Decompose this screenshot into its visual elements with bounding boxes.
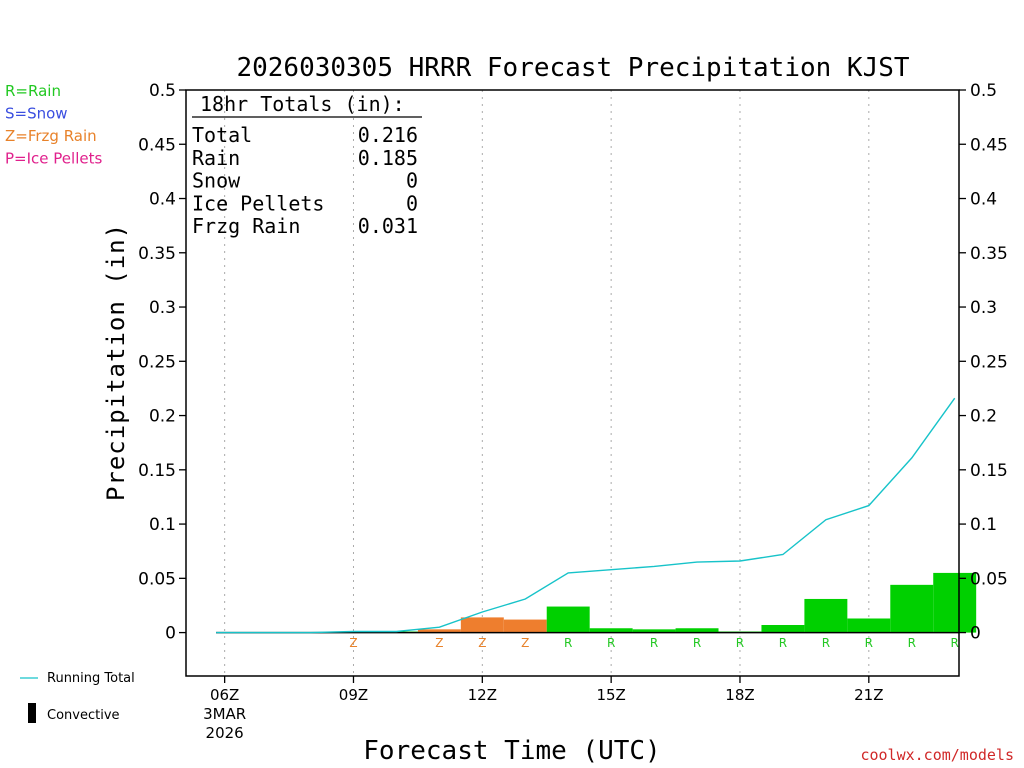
grid-lines: [224, 90, 870, 676]
x-tick-label: 06Z: [210, 686, 239, 704]
y-tick-label-right: 0.1: [970, 515, 997, 535]
x-tick-label: 21Z: [854, 686, 883, 704]
running-total-polyline: [216, 397, 956, 634]
y-tick-label-right: 0.05: [970, 569, 1008, 589]
y-tick-label-left: 0.2: [149, 407, 176, 427]
precip-bar: [503, 619, 547, 633]
precip-type-letter: R: [736, 636, 744, 650]
bottom-legend: Running Total Convective: [20, 671, 135, 723]
totals-row-label: Ice Pellets: [192, 191, 324, 215]
totals-row-value: 0.216: [358, 123, 418, 147]
y-tick-label-left: 0.1: [149, 515, 176, 535]
precip-bar: [761, 624, 805, 633]
precip-bar: [546, 606, 590, 633]
y-tick-label-left: 0.4: [149, 190, 176, 210]
y-axis-label: Precipitation (in): [102, 223, 130, 501]
y-tick-label-right: 0.45: [970, 135, 1008, 155]
hourly-bars: [374, 572, 977, 633]
precip-type-legend-item: R=Rain: [5, 82, 61, 100]
precip-type-letter: R: [693, 636, 701, 650]
x-tick-label: 15Z: [596, 686, 625, 704]
y-tick-label-right: 0.25: [970, 352, 1008, 372]
precip-type-letter: R: [564, 636, 572, 650]
y-tick-label-left: 0: [165, 624, 176, 644]
precip-type-letter: Z: [349, 636, 357, 650]
precip-bar: [417, 629, 461, 633]
y-tick-label-left: 0.35: [138, 244, 176, 264]
y-tick-label-right: 0.2: [970, 407, 997, 427]
precip-bar: [933, 572, 977, 633]
totals-heading: 18hr Totals (in):: [200, 92, 405, 116]
y-tick-label-right: 0: [970, 624, 981, 644]
y-axis-left: 0 0.05 0.1 0.15 0.2 0.25 0.3 0.35 0.4 0.45 0.5: [138, 81, 186, 644]
totals-row-value: 0.031: [358, 214, 418, 238]
precip-type-letter: R: [822, 636, 830, 650]
x-axis-label: Forecast Time (UTC): [363, 736, 660, 766]
precip-type-letter: Z: [478, 636, 486, 650]
x-date-label: 3MAR: [203, 705, 246, 723]
precip-bar: [632, 629, 676, 633]
y-tick-label-right: 0.35: [970, 244, 1008, 264]
plot-frame: [185, 89, 960, 677]
y-tick-label-right: 0.3: [970, 298, 997, 318]
convective-legend-label: Convective: [47, 708, 120, 723]
precip-bar: [589, 628, 633, 633]
totals-row-value: 0: [406, 191, 418, 215]
precip-bar: [460, 617, 504, 633]
precip-type-letter: R: [779, 636, 787, 650]
precip-type-letter: R: [650, 636, 658, 650]
totals-row-label: Snow: [192, 169, 241, 193]
precip-type-legend: R=Rain S=Snow Z=Frzg Rain P=Ice Pellets: [5, 82, 102, 168]
precip-type-letter: R: [908, 636, 916, 650]
totals-row-label: Total: [192, 123, 252, 147]
y-tick-label-right: 0.5: [970, 81, 997, 101]
y-tick-label-left: 0.3: [149, 298, 176, 318]
precip-type-letter: R: [865, 636, 873, 650]
precip-type-legend-item: Z=Frzg Rain: [5, 127, 97, 145]
y-tick-label-left: 0.45: [138, 135, 176, 155]
y-tick-label-right: 0.4: [970, 190, 997, 210]
totals-row-label: Rain: [192, 146, 240, 170]
y-tick-label-right: 0.15: [970, 461, 1008, 481]
totals-row-value: 0: [406, 169, 418, 193]
y-tick-label-left: 0.05: [138, 569, 176, 589]
precip-type-legend-item: S=Snow: [5, 105, 68, 123]
x-year-label: 2026: [206, 724, 244, 742]
totals-box: 18hr Totals (in): Total 0.216 Rain 0.185 Sno…: [192, 92, 422, 238]
x-tick-label: 12Z: [468, 686, 497, 704]
y-tick-label-left: 0.15: [138, 461, 176, 481]
precip-bar: [675, 628, 719, 633]
y-tick-label-left: 0.5: [149, 81, 176, 101]
y-axis-right: 0 0.05 0.1 0.15 0.2 0.25 0.3 0.35 0.4 0.45 0.5: [959, 81, 1008, 644]
running-total-legend-label: Running Total: [47, 671, 135, 686]
precip-type-letter: Z: [435, 636, 443, 650]
y-tick-label-left: 0.25: [138, 352, 176, 372]
running-total-line: [216, 397, 956, 634]
convective-legend-swatch: [28, 703, 36, 723]
chart-title: 2026030305 HRRR Forecast Precipitation K…: [236, 53, 909, 83]
credit-text: coolwx.com/models: [860, 746, 1014, 764]
precip-type-letter: Z: [521, 636, 529, 650]
precip-type-legend-item: P=Ice Pellets: [5, 150, 102, 168]
totals-row-value: 0.185: [358, 146, 418, 170]
precip-type-letter: R: [951, 636, 959, 650]
precip-bar: [890, 584, 934, 633]
x-tick-label: 09Z: [339, 686, 368, 704]
precip-type-letter: R: [607, 636, 615, 650]
precip-bar: [847, 618, 891, 633]
totals-row-label: Frzg Rain: [192, 214, 300, 238]
precip-bar: [804, 598, 848, 633]
x-tick-label: 18Z: [725, 686, 754, 704]
